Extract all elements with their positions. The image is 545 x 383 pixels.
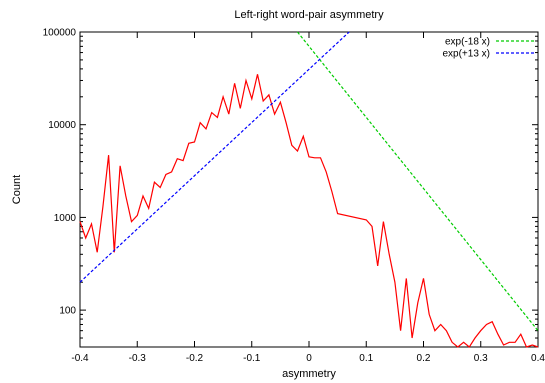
x-tick-label: 0.3 — [474, 353, 488, 364]
y-axis-label: Count — [11, 175, 23, 204]
y-tick-label: 100 — [59, 306, 76, 317]
x-tick-label: -0.1 — [243, 353, 261, 364]
x-axis-label: asymmetry — [282, 368, 336, 380]
x-tick-label: 0.4 — [531, 353, 545, 364]
y-tick-label: 100000 — [43, 28, 77, 39]
x-tick-label: -0.4 — [71, 353, 89, 364]
plot-frame-group — [79, 31, 539, 348]
y-tick-label: 1000 — [54, 213, 77, 224]
y-tick-label: 10000 — [48, 120, 76, 131]
chart-title: Left-right word-pair asymmetry — [234, 9, 384, 21]
legend-label: exp(+13 x) — [442, 49, 490, 60]
x-tick-label: 0.1 — [359, 353, 373, 364]
ticks-layer: -0.4 -0.3 -0.2 -0.1 0 0.1 0.2 0.3 0.4 100 1000 1000… — [43, 28, 545, 365]
x-tick-label: -0.3 — [129, 353, 147, 364]
x-tick-label: -0.2 — [186, 353, 204, 364]
legend-label: exp(-18 x) — [445, 37, 490, 48]
x-tick-label: 0 — [306, 353, 312, 364]
data-line — [79, 74, 539, 348]
x-tick-label: 0.2 — [417, 353, 431, 364]
plot-frame — [79, 31, 539, 348]
fit-line — [79, 31, 350, 283]
series-layer — [79, 31, 539, 348]
legend: exp(-18 x)exp(+13 x) — [442, 37, 534, 60]
fit-line — [297, 31, 539, 332]
